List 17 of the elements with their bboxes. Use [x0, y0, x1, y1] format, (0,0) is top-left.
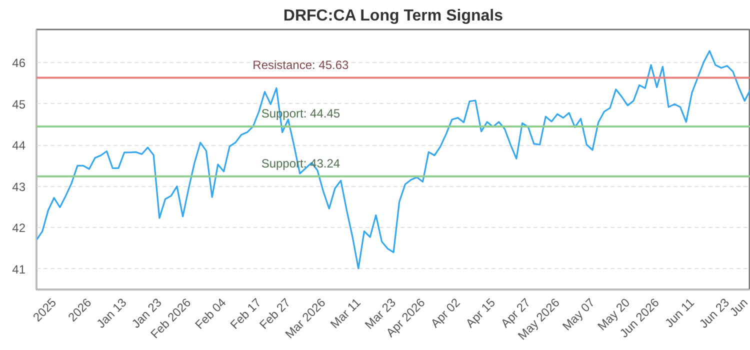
y-tick-label: 42 [12, 221, 26, 236]
y-tick-label: 44 [12, 138, 26, 153]
x-tick-label: Jan 13 [94, 295, 130, 331]
ref-line-label: Resistance: 45.63 [252, 58, 350, 72]
x-tick-label: Jun 11 [662, 295, 698, 330]
x-tick-label: Mar 11 [328, 295, 364, 332]
x-tick-label: Jun 23 [696, 295, 732, 331]
y-tick-label: 43 [12, 180, 26, 194]
y-tick-label: 41 [12, 262, 26, 276]
y-tick-label: 46 [12, 56, 26, 70]
x-tick-label: Apr 15 [463, 295, 498, 330]
x-tick-label: Apr 02 [428, 295, 464, 330]
y-tick-label: 45 [12, 97, 26, 112]
line-series [36, 50, 750, 270]
chart-title: DRFC:CA Long Term Signals [283, 8, 504, 24]
x-tick-label: Feb 04 [192, 295, 229, 332]
x-tick-label: May 07 [560, 295, 598, 334]
